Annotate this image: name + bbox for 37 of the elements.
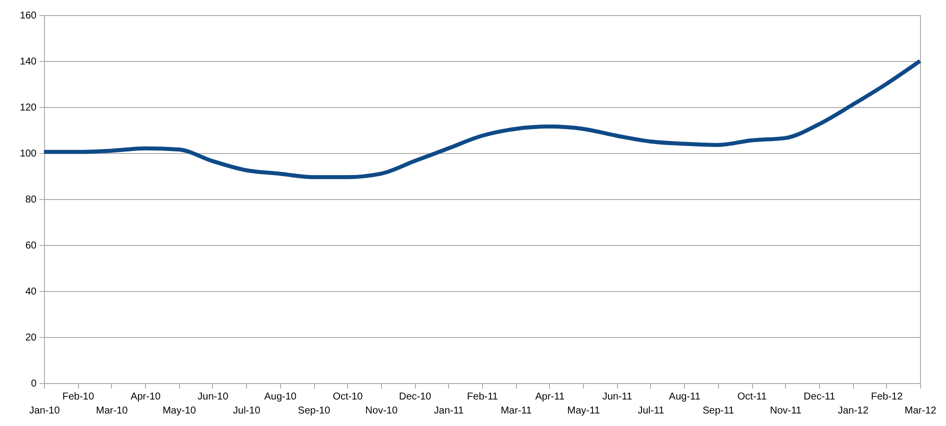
x-tick-label: Sep-11	[702, 406, 735, 416]
y-tick-label: 100	[20, 148, 37, 160]
x-tick-label: Feb-11	[467, 392, 498, 402]
x-tick-label: Aug-10	[264, 392, 297, 402]
x-tick-label: Mar-11	[500, 406, 532, 416]
x-tick-label: Jul-11	[638, 406, 665, 416]
x-tick-label: Apr-11	[535, 392, 565, 402]
x-tick-label: Jun-11	[602, 392, 633, 402]
y-tick-label: 20	[25, 332, 37, 344]
y-tick-label: 160	[20, 10, 37, 22]
y-tick-label: 120	[20, 102, 37, 114]
x-tick-label: Apr-10	[130, 392, 162, 402]
y-tick-label: 40	[25, 286, 37, 298]
x-tick-label: Mar-12	[904, 406, 937, 416]
x-tick-label: Mar-10	[96, 406, 128, 416]
x-tick-label: Oct-10	[332, 392, 364, 402]
x-tick-label: May-10	[162, 406, 196, 416]
x-tick-label: May-11	[567, 406, 600, 416]
x-tick-label: Nov-11	[770, 406, 802, 416]
x-tick-label: Jan-10	[29, 406, 60, 416]
line-series	[42, 59, 922, 180]
y-tick-label: 0	[30, 378, 37, 390]
y-tick-label: 80	[25, 194, 37, 206]
x-tick-label: Oct-11	[737, 392, 768, 402]
x-tick-label: Nov-10	[365, 406, 398, 416]
x-tick-label: Jan-12	[838, 406, 869, 416]
y-tick-label: 140	[20, 56, 37, 68]
x-tick-label: Feb-12	[870, 392, 904, 402]
x-tick-label: Dec-10	[398, 392, 432, 402]
x-tick-label: Jul-10	[233, 406, 261, 416]
x-tick-label: Jun-10	[198, 392, 229, 402]
y-tick-label: 60	[25, 240, 37, 252]
x-tick-label: Sep-10	[298, 406, 331, 416]
x-tick-label: Jan-11	[434, 406, 464, 416]
x-tick-label: Aug-11	[668, 392, 701, 402]
x-tick-label: Feb-10	[62, 392, 94, 402]
x-tick-label: Dec-11	[804, 392, 836, 402]
